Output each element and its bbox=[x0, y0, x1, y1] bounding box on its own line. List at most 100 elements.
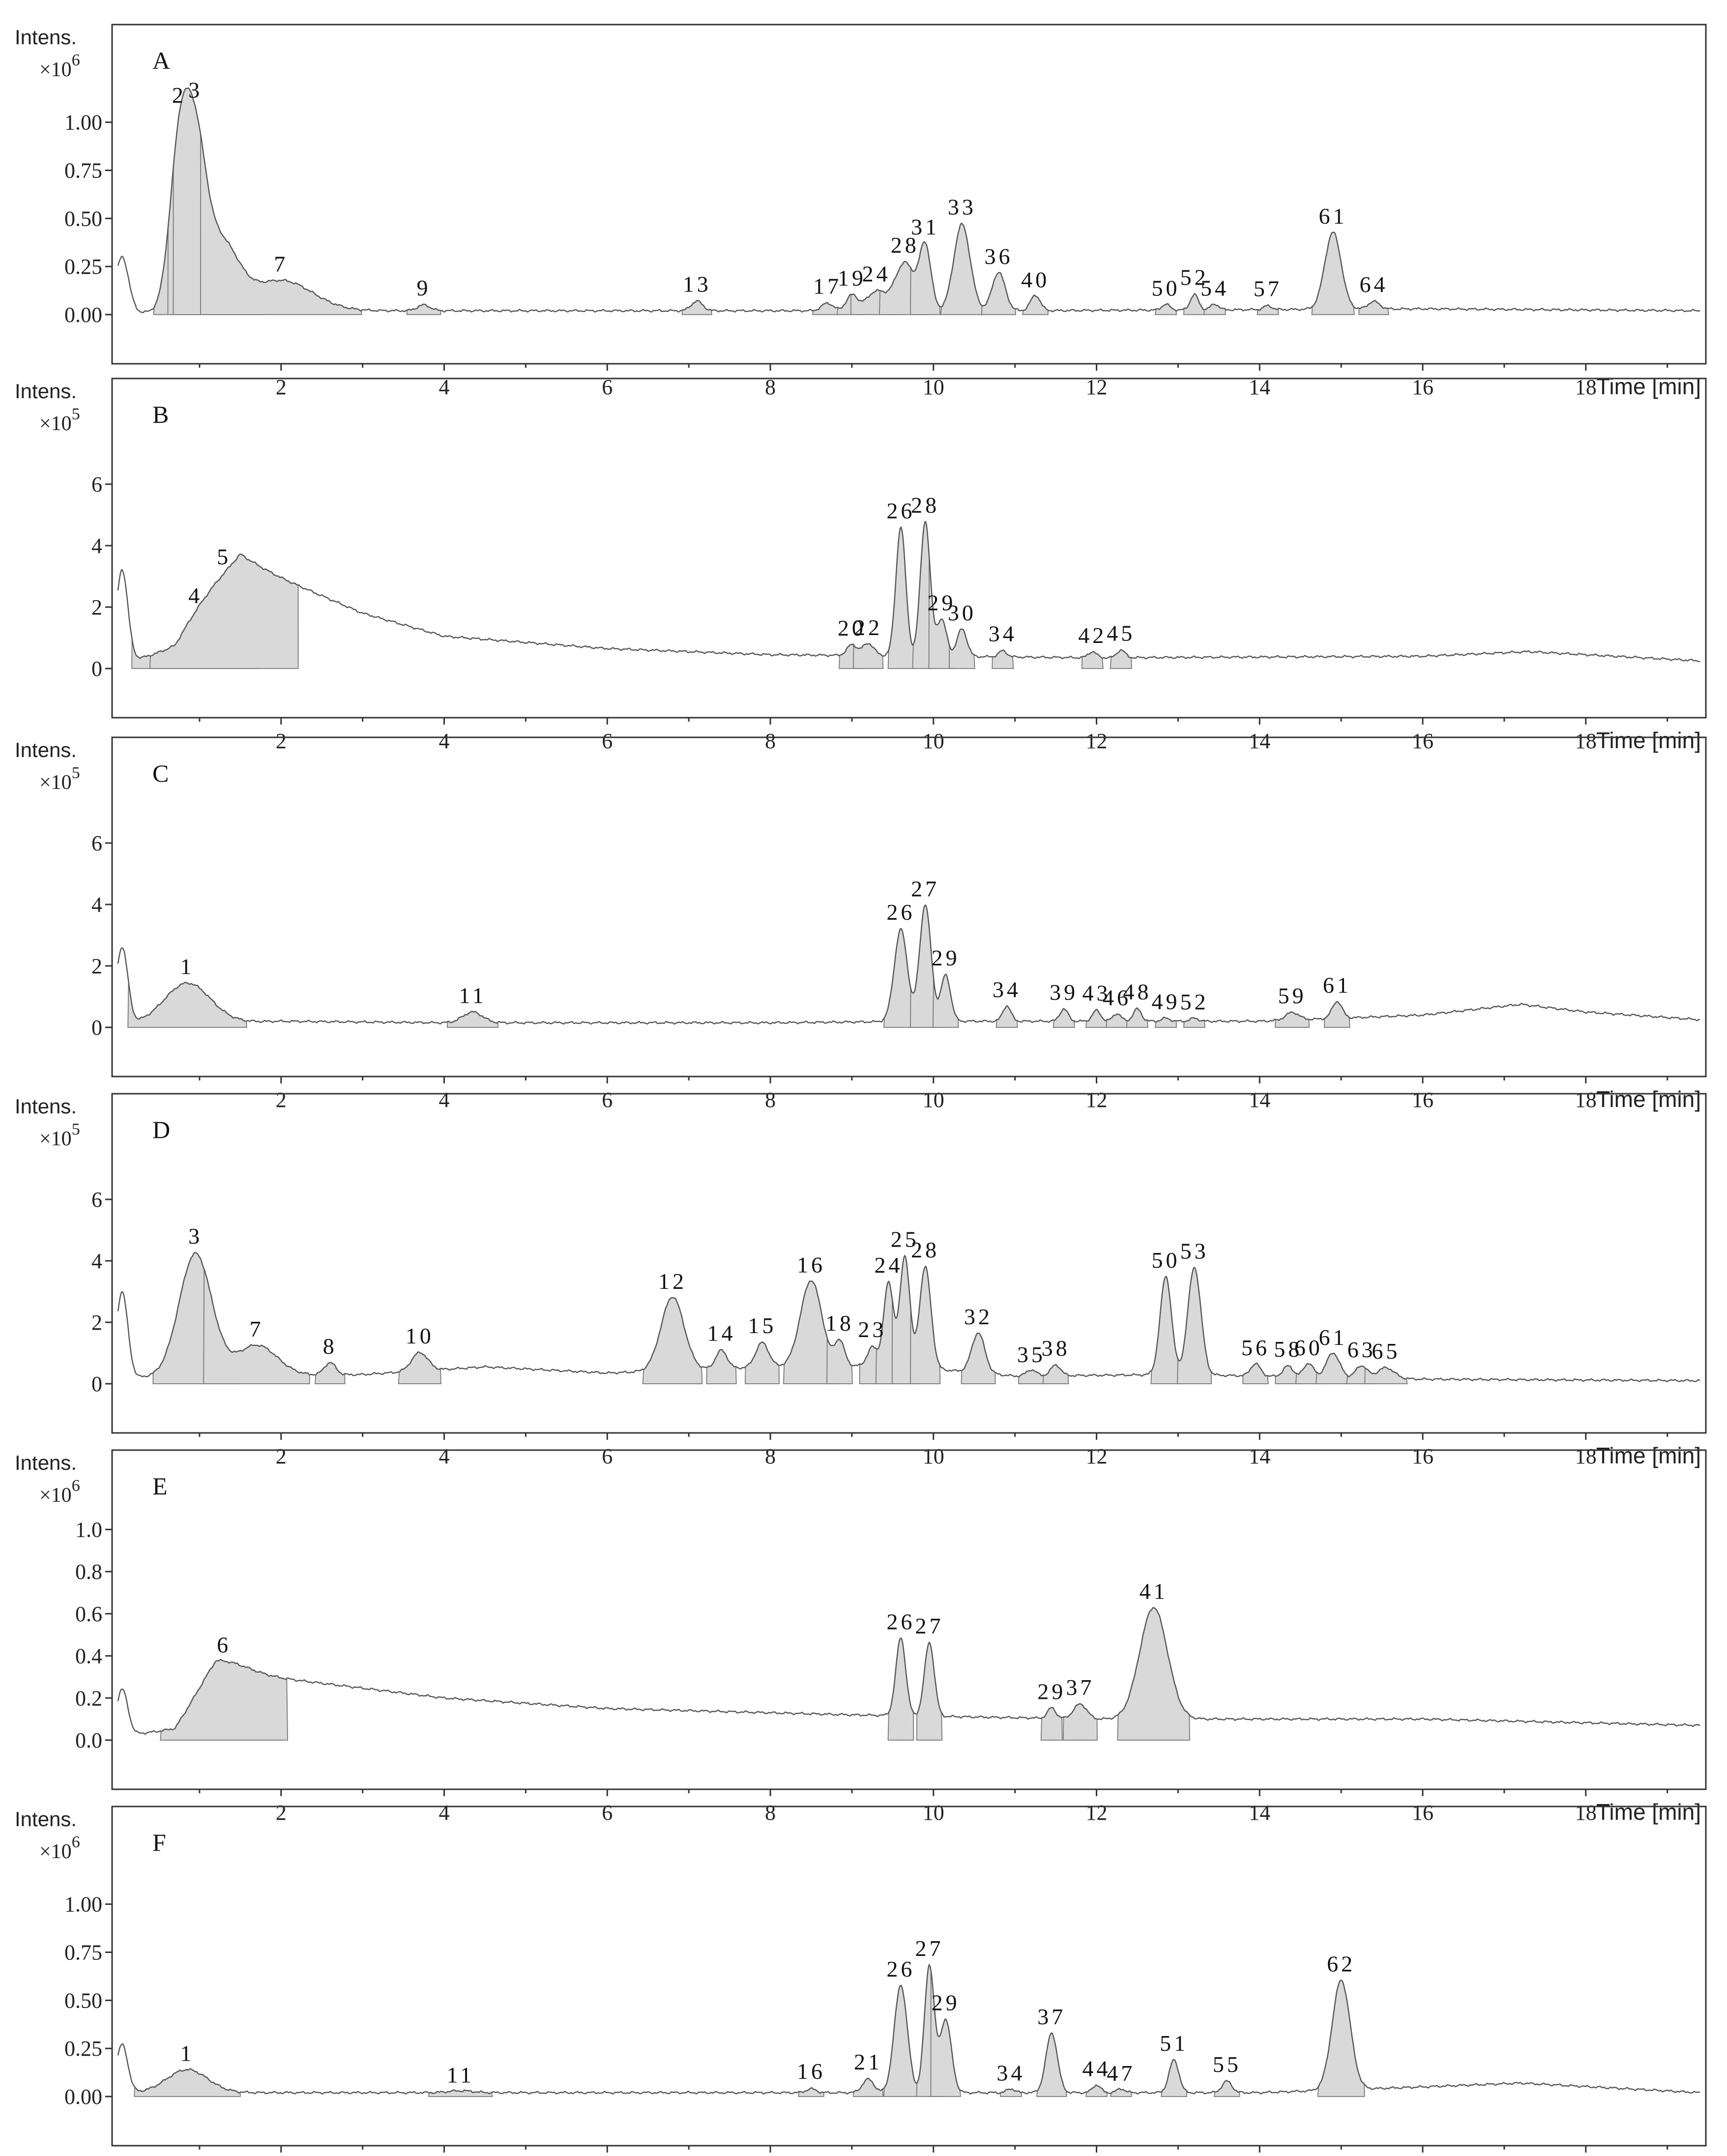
panel-frame bbox=[111, 1806, 1707, 2147]
peak-label: 37 bbox=[1037, 2004, 1066, 2029]
y-tick-label: 6 bbox=[91, 472, 102, 496]
peak-label: 5 bbox=[217, 544, 231, 569]
peak-label: 47 bbox=[1107, 2061, 1135, 2086]
y-multiplier-exponent: 6 bbox=[72, 1477, 80, 1495]
y-axis-label: Intens. bbox=[15, 1451, 77, 1474]
peak-area bbox=[149, 554, 299, 669]
peak-label: 23 bbox=[858, 1317, 886, 1342]
x-tick-label: 8 bbox=[765, 1444, 776, 1468]
peak-area bbox=[1317, 1980, 1365, 2097]
peak-area bbox=[999, 2088, 1022, 2097]
peak-label: 49 bbox=[1152, 989, 1180, 1014]
peak-area bbox=[1183, 1017, 1206, 1028]
y-multiplier-base: ×10 bbox=[39, 1840, 72, 1863]
peak-label: 27 bbox=[915, 1613, 943, 1638]
peak-area bbox=[932, 973, 959, 1028]
x-tick-label: 6 bbox=[602, 729, 613, 753]
peak-label: 3 bbox=[188, 1224, 203, 1249]
panel-label: C bbox=[152, 759, 169, 787]
x-tick-label: 6 bbox=[602, 1088, 613, 1112]
peak-label: 26 bbox=[886, 498, 915, 524]
y-multiplier: ×106 bbox=[39, 1477, 80, 1507]
peak-label: 7 bbox=[274, 252, 288, 277]
chromatogram-panel-f: 0.000.250.500.751.0024681012141618Intens… bbox=[15, 1806, 1707, 2156]
peak-label: 45 bbox=[1107, 621, 1135, 646]
x-tick-label: 6 bbox=[602, 375, 613, 399]
y-tick-label: 1.00 bbox=[64, 111, 102, 135]
peak-label: 24 bbox=[862, 261, 891, 286]
peak-label: 32 bbox=[964, 1304, 993, 1329]
peak-label: 39 bbox=[1050, 980, 1078, 1005]
peak-area bbox=[1018, 1369, 1045, 1384]
chromatogram-panel-e: 0.0 0.2 0.4 0.6 0.8 1.0 2 4 6 8 10 12 14 16 18 Intens. ×… bbox=[15, 1449, 1707, 1825]
peak-label: 26 bbox=[886, 1609, 915, 1634]
panel-frame bbox=[111, 1449, 1707, 1790]
panel-label: D bbox=[152, 1116, 170, 1143]
peak-label: 28 bbox=[911, 493, 939, 518]
y-tick-label: 4 bbox=[91, 1249, 102, 1273]
peak-label: 20 bbox=[838, 615, 866, 641]
peak-area bbox=[916, 1641, 943, 1741]
peak-area bbox=[940, 223, 984, 315]
peak-area bbox=[1081, 651, 1104, 669]
peak-label: 19 bbox=[838, 265, 866, 291]
peak-label: 43 bbox=[1083, 981, 1111, 1006]
peak-label: 4 bbox=[188, 583, 203, 608]
peak-area bbox=[883, 1984, 918, 2097]
peak-area bbox=[1126, 1007, 1148, 1028]
x-tick-label: 18 bbox=[1575, 729, 1597, 753]
peak-area bbox=[887, 1637, 914, 1741]
x-tick-label: 4 bbox=[439, 1801, 450, 1825]
peak-label: 34 bbox=[993, 977, 1021, 1002]
peak-label: 61 bbox=[1323, 973, 1351, 998]
x-axis-title: Time [min] bbox=[1596, 728, 1701, 753]
x-tick-label: 4 bbox=[439, 729, 450, 753]
y-axis-label: Intens. bbox=[15, 379, 77, 403]
peak-label: 9 bbox=[417, 275, 431, 300]
x-axis-title: Time [min] bbox=[1596, 1799, 1701, 1825]
y-tick-label: 0.6 bbox=[75, 1602, 102, 1626]
x-tick-label: 10 bbox=[923, 1444, 944, 1468]
peak-label: 29 bbox=[932, 945, 960, 970]
peak-label: 34 bbox=[996, 2061, 1025, 2086]
peak-area bbox=[1311, 232, 1355, 315]
y-multiplier-exponent: 5 bbox=[72, 1120, 80, 1138]
peak-area bbox=[1213, 2080, 1240, 2097]
peak-label: 40 bbox=[1021, 267, 1050, 292]
peak-area bbox=[1364, 1366, 1408, 1384]
x-tick-label: 18 bbox=[1575, 1801, 1597, 1825]
peak-area bbox=[1106, 1013, 1128, 1028]
peak-label: 63 bbox=[1347, 1337, 1376, 1362]
peak-area bbox=[1161, 2059, 1187, 2097]
chromatogram-trace bbox=[117, 87, 1700, 314]
peak-area bbox=[1036, 2032, 1067, 2097]
peak-label: 21 bbox=[854, 2049, 882, 2074]
peak-area bbox=[992, 649, 1014, 669]
y-tick-label: 0.50 bbox=[64, 1988, 102, 2012]
peak-area bbox=[200, 134, 362, 315]
y-multiplier: ×105 bbox=[39, 405, 80, 435]
y-tick-label: 1.0 bbox=[75, 1517, 102, 1542]
peak-label: 8 bbox=[323, 1334, 337, 1359]
y-multiplier-exponent: 6 bbox=[72, 1833, 80, 1851]
peak-label: 25 bbox=[891, 1226, 919, 1252]
peak-area bbox=[134, 2068, 241, 2097]
y-axis-label: Intens. bbox=[15, 26, 77, 49]
y-tick-label: 0.50 bbox=[64, 206, 102, 231]
y-tick-label: 4 bbox=[91, 893, 102, 917]
peak-label: 27 bbox=[915, 1936, 943, 1961]
peak-label: 37 bbox=[1066, 1675, 1094, 1700]
peak-label: 11 bbox=[447, 2062, 474, 2087]
peak-area bbox=[852, 2078, 884, 2097]
peak-label: 64 bbox=[1359, 272, 1388, 297]
chromatogram-trace bbox=[117, 1606, 1700, 1735]
peak-label: 13 bbox=[683, 271, 711, 296]
x-tick-label: 14 bbox=[1249, 1088, 1270, 1112]
peak-area bbox=[1203, 303, 1226, 315]
peak-label: 51 bbox=[1160, 2031, 1188, 2056]
peak-label: 41 bbox=[1140, 1578, 1168, 1603]
y-axis-label: Intens. bbox=[15, 1807, 77, 1831]
